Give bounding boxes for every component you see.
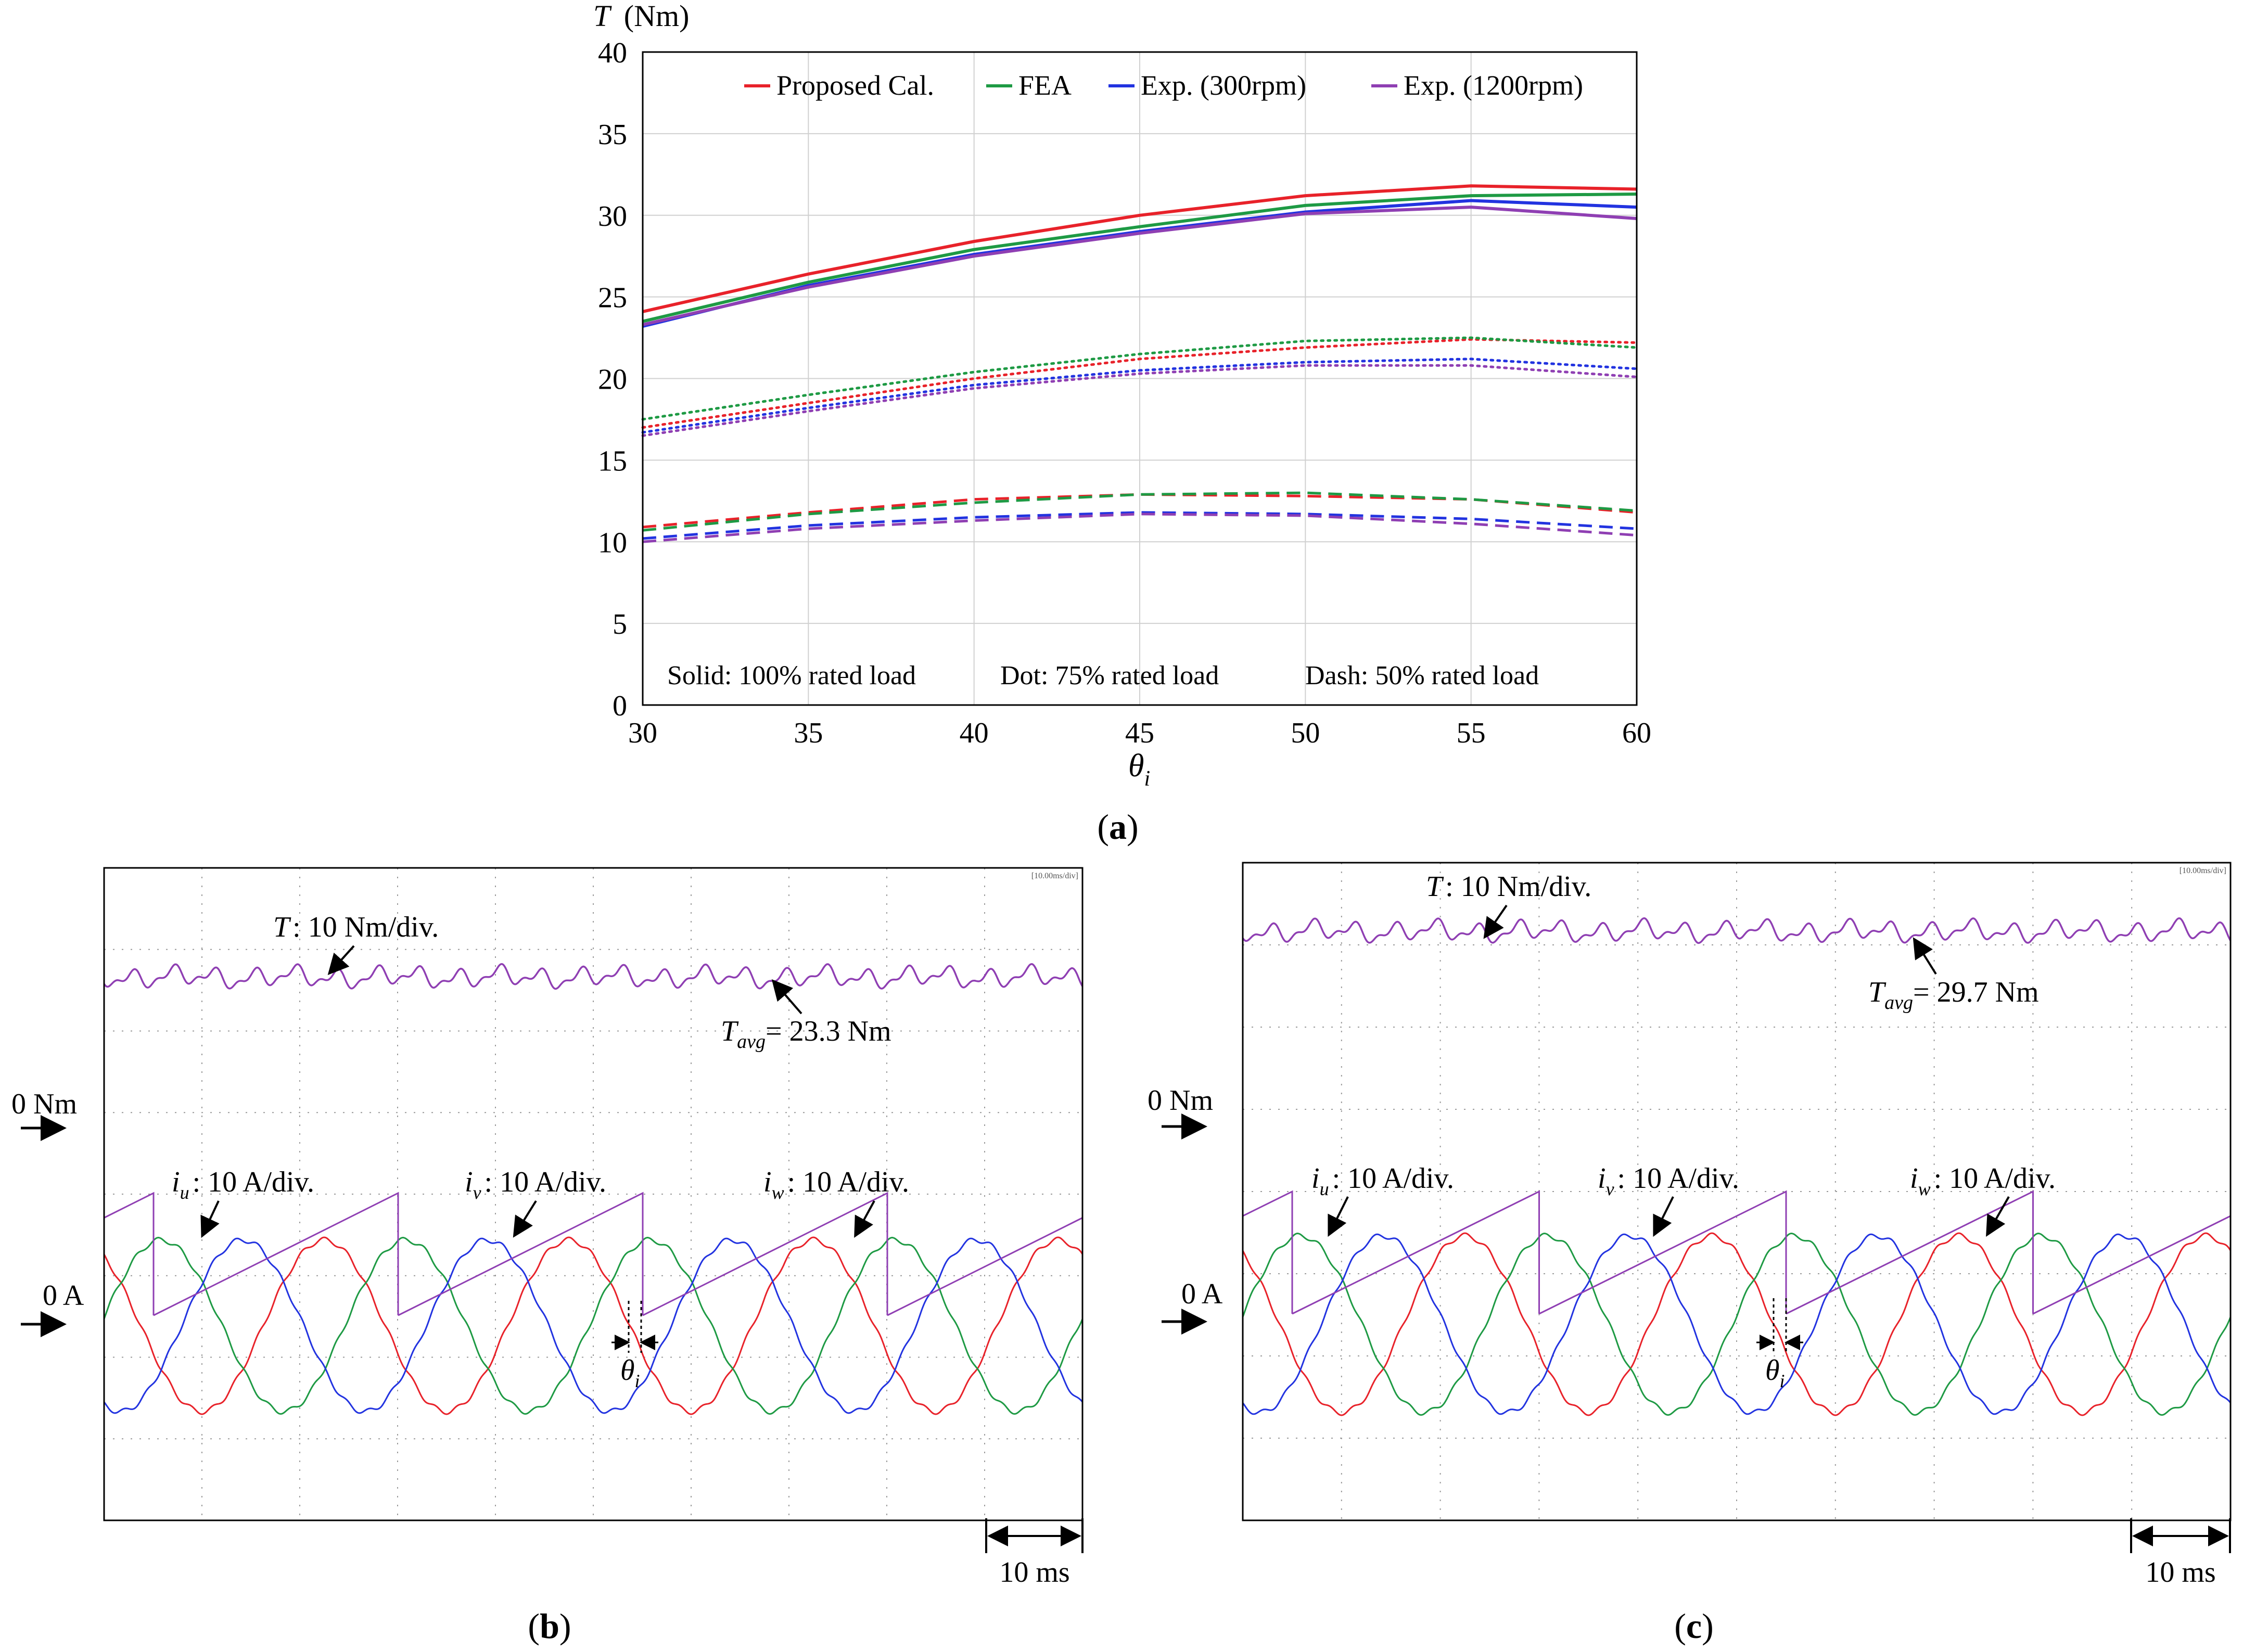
panel-label-a: (a) <box>1097 807 1138 847</box>
c-iu-label: iu: 10 A/div. <box>1311 1162 1454 1199</box>
b-iu-arrow <box>200 1200 220 1238</box>
torque-trace <box>1242 917 2232 944</box>
a-grid <box>642 52 1637 706</box>
legend-label-fea: FEA <box>1018 70 1072 101</box>
b-tavg-label: Tavg= 23.3 Nm <box>721 1015 891 1053</box>
iv-trace <box>103 1236 1084 1415</box>
c-zero-torque-label: 0 Nm <box>1148 1084 1213 1117</box>
panel-b-scope: [10.00ms/div] T: 10 Nm/div. Tavg= 23.3 N… <box>11 867 1084 1589</box>
a-tick-labels: 30 35 40 45 50 55 60 0 5 10 15 20 25 30 35 40 <box>598 37 1651 749</box>
b-iv-label: iv: 10 A/div. <box>465 1166 606 1203</box>
b-scope-frame <box>103 867 1084 1521</box>
c-iw-label: iw: 10 A/div. <box>1910 1162 2056 1199</box>
iv-trace <box>1242 1232 2232 1416</box>
position-sawtooth <box>104 1192 1083 1316</box>
c-timescale-label: 10 ms <box>2145 1556 2215 1589</box>
a-xtick-label: 30 <box>628 717 657 749</box>
c-tavg-label: Tavg= 29.7 Nm <box>1868 976 2039 1014</box>
c-corner-label: [10.00ms/div] <box>2180 866 2226 875</box>
b-tavg-arrow <box>771 979 802 1015</box>
a-ytick-label: 0 <box>613 690 627 722</box>
iu-trace <box>1242 1232 2232 1416</box>
a-series-dot-7 <box>641 364 1638 437</box>
a-ytick-label: 5 <box>613 608 627 641</box>
a-series-lines <box>641 184 1638 543</box>
a-series-dot-5 <box>641 336 1638 421</box>
b-corner-label: [10.00ms/div] <box>1031 872 1078 880</box>
c-iv-label: iv: 10 A/div. <box>1598 1162 1739 1199</box>
c-iv-arrow <box>1653 1196 1674 1237</box>
legend-label-exp1200: Exp. (1200rpm) <box>1404 70 1583 101</box>
c-tavg-arrow <box>1913 937 1937 975</box>
c-zero-current-label: 0 A <box>1181 1278 1223 1310</box>
annotation-solid: Solid: 100% rated load <box>667 661 916 690</box>
panel-c-scope: [10.00ms/div] T: 10 Nm/div. Tavg= 29.7 N… <box>1148 862 2232 1589</box>
b-theta-marker <box>611 1301 658 1353</box>
b-torque-arrow <box>327 945 355 975</box>
b-zero-torque-label: 0 Nm <box>11 1088 77 1120</box>
annotation-dot: Dot: 75% rated load <box>1000 661 1219 690</box>
c-torque-label: T: 10 Nm/div. <box>1426 870 1591 903</box>
annotation-dash: Dash: 50% rated load <box>1305 661 1539 690</box>
a-series-solid-0 <box>642 184 1637 313</box>
c-timescale-marker <box>2130 1518 2231 1553</box>
c-waveforms <box>1242 917 2232 1416</box>
b-waveforms <box>103 963 1084 1415</box>
a-ytick-label: 35 <box>598 119 627 151</box>
b-timescale-label: 10 ms <box>999 1556 1069 1589</box>
a-ytick-label: 10 <box>598 527 627 559</box>
iw-trace <box>1242 1233 2232 1415</box>
a-ytick-label: 30 <box>598 200 627 233</box>
a-xlabel: θi <box>1128 748 1150 791</box>
a-plot-frame <box>642 51 1638 706</box>
position-sawtooth <box>1242 1190 2231 1315</box>
b-timescale-marker <box>985 1518 1084 1553</box>
c-theta-label: θi <box>1765 1354 1785 1391</box>
a-legend: Proposed Cal. FEA Exp. (300rpm) Exp. (12… <box>744 70 1583 101</box>
c-iu-arrow <box>1328 1196 1349 1237</box>
panel-a-chart: 30 35 40 45 50 55 60 0 5 10 15 20 25 30 35 40 T (Nm) θi… <box>593 0 1651 791</box>
a-ytick-label: 20 <box>598 364 627 396</box>
panel-label-c: (c) <box>1674 1606 1714 1646</box>
a-series-solid-2 <box>642 199 1637 328</box>
a-series-solid-3 <box>642 206 1637 326</box>
a-ytick-label: 15 <box>598 445 627 477</box>
a-ylabel: T (Nm) <box>593 0 689 33</box>
a-xtick-label: 55 <box>1457 717 1486 749</box>
c-theta-marker <box>1756 1298 1803 1353</box>
b-iv-arrow <box>513 1200 537 1238</box>
legend-label-exp300: Exp. (300rpm) <box>1141 70 1306 101</box>
c-scope-frame <box>1242 862 2232 1521</box>
torque-trace <box>103 963 1084 990</box>
iw-trace <box>103 1237 1084 1414</box>
a-ytick-label: 40 <box>598 37 627 69</box>
b-grid <box>104 868 1082 1520</box>
iu-trace <box>103 1236 1084 1415</box>
a-xtick-label: 35 <box>794 717 823 749</box>
legend-label-proposed: Proposed Cal. <box>776 70 934 101</box>
b-zero-current-label: 0 A <box>43 1279 84 1312</box>
c-iw-arrow <box>1986 1196 2010 1237</box>
b-theta-label: θi <box>620 1354 640 1391</box>
b-iw-label: iw: 10 A/div. <box>763 1166 909 1203</box>
a-series-solid-1 <box>642 193 1637 323</box>
b-iu-label: iu: 10 A/div. <box>172 1166 314 1203</box>
c-torque-arrow <box>1483 904 1508 939</box>
a-series-dot-4 <box>641 338 1638 429</box>
a-xtick-label: 60 <box>1622 717 1651 749</box>
a-series-dot-6 <box>641 357 1638 434</box>
a-xtick-label: 40 <box>960 717 989 749</box>
a-xtick-label: 45 <box>1125 717 1154 749</box>
a-xtick-label: 50 <box>1291 717 1320 749</box>
b-iw-arrow <box>854 1200 875 1238</box>
panel-label-b: (b) <box>528 1606 571 1646</box>
a-ytick-label: 25 <box>598 282 627 314</box>
b-torque-label: T: 10 Nm/div. <box>273 911 439 943</box>
